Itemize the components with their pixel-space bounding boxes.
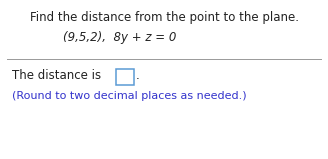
Text: .: . xyxy=(136,69,140,82)
FancyBboxPatch shape xyxy=(116,69,134,85)
Text: (9,5,2),  8y + z = 0: (9,5,2), 8y + z = 0 xyxy=(63,31,177,44)
Text: Find the distance from the point to the plane.: Find the distance from the point to the … xyxy=(30,11,298,24)
Text: (Round to two decimal places as needed.): (Round to two decimal places as needed.) xyxy=(12,91,247,101)
Text: The distance is: The distance is xyxy=(12,69,101,82)
